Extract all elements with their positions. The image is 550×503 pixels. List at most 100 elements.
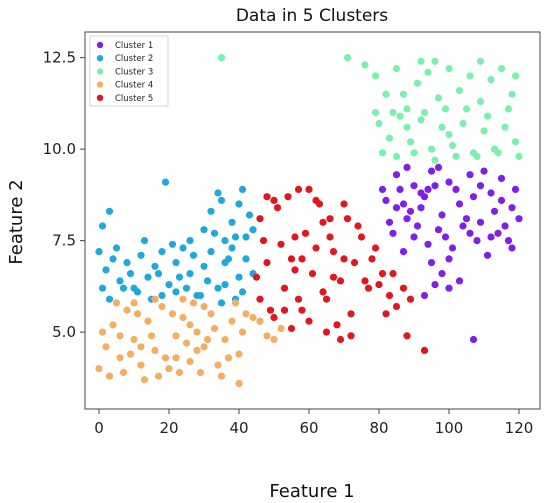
data-point-cluster-3 <box>462 105 471 113</box>
data-point-cluster-5 <box>385 291 394 300</box>
data-point-cluster-2 <box>116 277 124 285</box>
data-point-cluster-1 <box>497 196 506 204</box>
data-point-cluster-2 <box>154 270 163 278</box>
data-point-cluster-3 <box>511 72 520 80</box>
data-point-cluster-5 <box>252 273 261 281</box>
data-point-cluster-2 <box>165 281 173 289</box>
data-point-cluster-2 <box>175 273 184 281</box>
data-point-cluster-1 <box>508 244 516 252</box>
data-point-cluster-4 <box>217 372 226 380</box>
data-point-cluster-4 <box>186 357 194 365</box>
data-point-cluster-5 <box>291 233 299 241</box>
data-point-cluster-1 <box>480 167 488 175</box>
data-point-cluster-3 <box>392 65 401 73</box>
data-point-cluster-3 <box>396 112 404 120</box>
data-point-cluster-5 <box>287 324 296 333</box>
data-point-cluster-3 <box>406 138 415 146</box>
data-point-cluster-3 <box>494 149 502 157</box>
data-point-cluster-5 <box>256 215 264 223</box>
data-point-cluster-2 <box>207 248 215 256</box>
x-tick-label: 40 <box>229 419 248 437</box>
legend-marker-cluster-1 <box>96 41 104 49</box>
data-point-cluster-1 <box>417 189 425 197</box>
data-point-cluster-2 <box>144 273 152 281</box>
data-point-cluster-4 <box>256 317 264 325</box>
data-point-cluster-2 <box>158 248 166 256</box>
legend-marker-cluster-2 <box>96 55 104 62</box>
data-point-cluster-3 <box>371 108 380 117</box>
data-point-cluster-4 <box>165 365 173 373</box>
data-point-cluster-3 <box>476 97 485 106</box>
legend-label-cluster-5: Cluster 5 <box>115 94 153 104</box>
data-point-cluster-2 <box>221 281 229 289</box>
data-point-cluster-1 <box>504 237 513 245</box>
data-point-cluster-4 <box>151 295 159 303</box>
data-point-cluster-4 <box>231 299 240 307</box>
points-layer <box>95 54 523 387</box>
data-point-cluster-1 <box>438 211 446 219</box>
data-point-cluster-2 <box>186 270 194 278</box>
data-point-cluster-2 <box>238 288 247 296</box>
data-point-cluster-5 <box>343 215 352 223</box>
data-point-cluster-1 <box>511 185 520 193</box>
data-point-cluster-1 <box>497 174 506 182</box>
data-point-cluster-2 <box>238 185 247 193</box>
data-point-cluster-5 <box>329 273 338 281</box>
data-point-cluster-2 <box>179 244 187 252</box>
data-point-cluster-1 <box>403 163 411 171</box>
data-point-cluster-2 <box>172 259 180 267</box>
data-point-cluster-2 <box>235 273 243 281</box>
data-point-cluster-3 <box>431 57 439 65</box>
data-point-cluster-4 <box>179 313 187 322</box>
x-tick-label: 120 <box>505 419 534 437</box>
data-point-cluster-5 <box>347 332 355 340</box>
data-point-cluster-2 <box>200 262 208 270</box>
data-point-cluster-3 <box>389 108 397 117</box>
data-point-cluster-1 <box>399 200 408 208</box>
data-point-cluster-5 <box>361 277 369 285</box>
data-point-cluster-3 <box>497 65 506 73</box>
y-axis-ticks: 5.0 7.5 10.0 12.5 <box>43 49 85 341</box>
data-point-cluster-5 <box>340 255 348 263</box>
data-point-cluster-4 <box>200 302 208 311</box>
data-point-cluster-3 <box>448 141 457 150</box>
data-point-cluster-1 <box>466 171 474 179</box>
data-point-cluster-5 <box>312 244 320 252</box>
data-point-cluster-4 <box>221 335 229 344</box>
data-point-cluster-4 <box>172 354 180 362</box>
data-point-cluster-5 <box>399 284 408 292</box>
data-point-cluster-3 <box>504 105 513 113</box>
data-point-cluster-2 <box>102 266 110 274</box>
data-point-cluster-5 <box>277 240 285 248</box>
data-point-cluster-5 <box>368 255 376 263</box>
legend-marker-cluster-5 <box>96 94 104 102</box>
data-point-cluster-2 <box>161 178 170 186</box>
data-point-cluster-3 <box>434 94 443 102</box>
legend-label-cluster-3: Cluster 3 <box>115 67 153 77</box>
data-point-cluster-2 <box>245 211 254 219</box>
data-point-cluster-5 <box>256 295 264 303</box>
data-point-cluster-5 <box>392 302 401 311</box>
data-point-cluster-3 <box>441 105 450 113</box>
data-point-cluster-4 <box>168 310 177 318</box>
data-point-cluster-2 <box>217 299 226 307</box>
data-point-cluster-3 <box>487 76 495 84</box>
data-point-cluster-2 <box>182 284 191 292</box>
data-point-cluster-3 <box>417 57 425 65</box>
data-point-cluster-4 <box>95 365 103 373</box>
data-point-cluster-5 <box>322 328 331 336</box>
data-point-cluster-2 <box>217 196 226 204</box>
data-point-cluster-5 <box>298 255 306 263</box>
x-axis-ticks: 0 20 40 60 80 100 120 <box>94 409 533 437</box>
data-point-cluster-5 <box>357 233 366 241</box>
data-point-cluster-4 <box>116 332 124 340</box>
data-point-cluster-4 <box>270 335 278 344</box>
data-point-cluster-2 <box>189 251 198 259</box>
data-point-cluster-4 <box>130 335 138 344</box>
data-point-cluster-4 <box>228 317 236 325</box>
data-point-cluster-4 <box>137 343 145 351</box>
data-point-cluster-5 <box>378 270 387 278</box>
data-point-cluster-5 <box>420 346 429 354</box>
data-point-cluster-3 <box>427 145 436 153</box>
